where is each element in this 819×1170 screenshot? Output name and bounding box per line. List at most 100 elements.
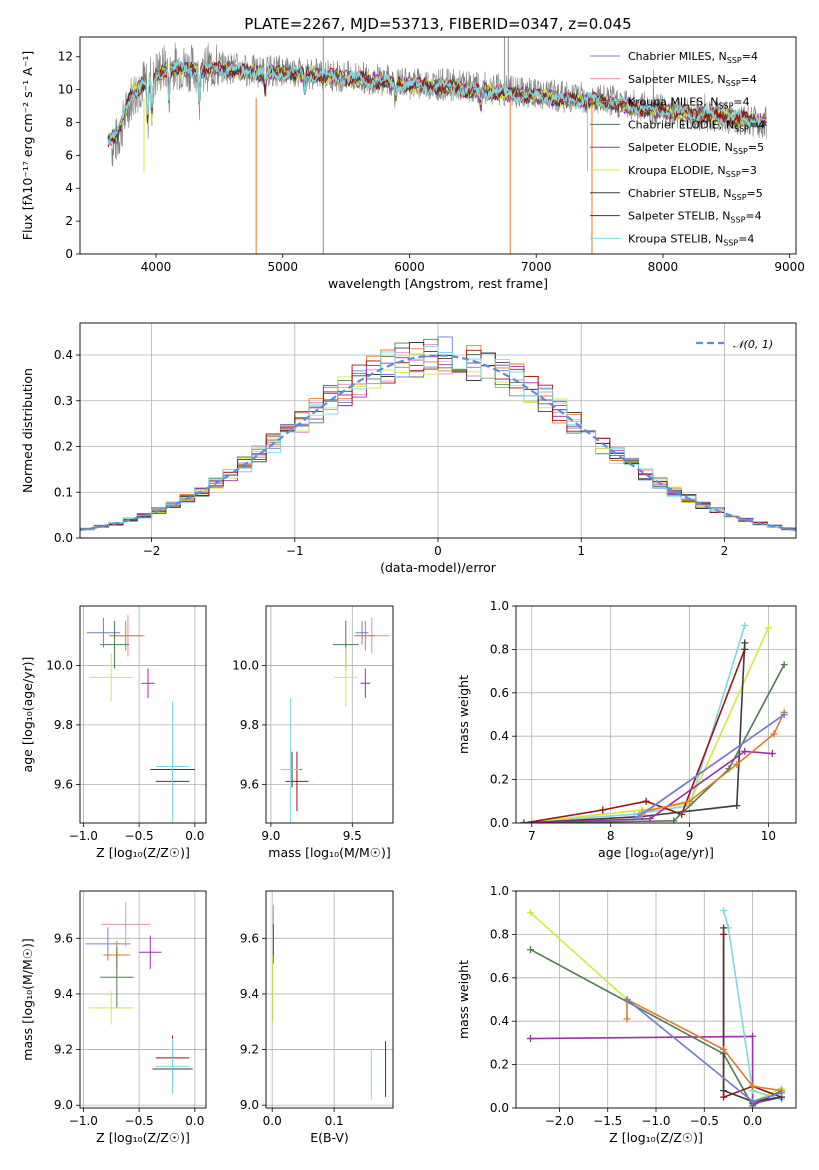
weight-series — [520, 645, 749, 823]
errorbar-point — [155, 1038, 190, 1095]
weight-marker — [741, 639, 749, 647]
y-tick-label: 9.6 — [240, 777, 259, 791]
x-tick-label: −1 — [286, 544, 304, 558]
plot-area-spectrum — [107, 37, 767, 254]
legend-entry: 𝒩(0, 1) — [733, 338, 773, 351]
weight-marker — [720, 1045, 728, 1053]
x-tick-label: 5000 — [267, 260, 298, 274]
weight-marker — [642, 797, 650, 805]
weight-marker — [720, 924, 728, 932]
x-axis-label: Z [log₁₀(Z/Z☉)] — [609, 1130, 703, 1145]
x-tick-label: −0.5 — [125, 829, 154, 843]
axes-age-vs-Z: −1.0 −0.5 0.0 9.6 9.8 10.0 Z [log₁₀(Z/Z☉)] age … — [20, 605, 207, 860]
legend-entry: Kroupa ELODIE, NSSP=3 — [628, 164, 757, 179]
x-tick-label: 2 — [721, 544, 729, 558]
x-tick-label: 6000 — [394, 260, 425, 274]
y-tick-label: 0.2 — [490, 1058, 509, 1072]
y-tick-label: 10 — [58, 83, 73, 97]
axes-frame — [515, 605, 797, 824]
y-tick-label: 9.6 — [54, 931, 73, 945]
plot-area-weight-vs-Z — [526, 907, 786, 1108]
weight-marker — [720, 1087, 728, 1095]
errorbar-point — [285, 751, 309, 812]
weight-marker — [720, 1093, 728, 1101]
weight-marker — [780, 661, 788, 669]
plot-area-age-vs-Z — [86, 614, 195, 823]
spectrum-title: PLATE=2267, MJD=53713, FIBERID=0347, z=0… — [244, 15, 631, 33]
axes-mass-vs-Z: −1.0 −0.5 0.0 9.0 9.2 9.4 9.6 Z [log₁₀(Z/Z☉)] ma… — [20, 890, 207, 1145]
weight-marker — [623, 996, 631, 1003]
x-tick-label: 0.1 — [325, 1114, 344, 1128]
x-axis-label: Z [log₁₀(Z/Z☉)] — [96, 1130, 190, 1145]
axes-weight-vs-Z: −2.0 −1.5 −1.0 −0.5 0.0 0.0 0.2 0.4 0.6 0.8 1.0 Z [… — [456, 884, 797, 1145]
weight-marker — [623, 1015, 631, 1023]
weight-marker — [720, 907, 728, 915]
weight-line — [637, 713, 785, 818]
y-axis-label: age [log₁₀(age/yr)] — [20, 657, 35, 773]
y-tick-label: 12 — [58, 50, 73, 64]
y-tick-label: 9.6 — [54, 777, 73, 791]
x-tick-label: 9 — [686, 829, 694, 843]
x-tick-label: 0.0 — [185, 829, 204, 843]
y-tick-label: 0.4 — [54, 348, 73, 362]
x-tick-label: 1 — [577, 544, 585, 558]
legend-entry: Chabrier ELODIE, NSSP=4 — [628, 118, 765, 133]
plot-area-weight-vs-age — [520, 622, 788, 823]
y-tick-label: 0.6 — [490, 686, 509, 700]
y-tick-label: 0.0 — [490, 1101, 509, 1115]
x-tick-label: 9000 — [774, 260, 805, 274]
weight-marker — [686, 797, 694, 805]
weight-series — [520, 747, 776, 823]
plot-area-age-vs-mass — [280, 617, 390, 823]
errorbar-point — [100, 946, 134, 1008]
weight-line — [523, 642, 746, 823]
weight-marker — [599, 806, 607, 814]
weight-marker — [741, 747, 749, 755]
x-tick-label: 0.0 — [743, 1114, 762, 1128]
y-tick-label: 6 — [65, 148, 73, 162]
weight-marker — [670, 817, 678, 823]
y-tick-label: 9.8 — [54, 718, 73, 732]
x-axis-label: wavelength [Angstrom, rest frame] — [328, 276, 548, 291]
weight-series — [623, 996, 786, 1105]
weight-marker — [749, 1032, 757, 1040]
legend-entry: Kroupa STELIB, NSSP=4 — [628, 232, 754, 247]
y-tick-label: 10.0 — [232, 658, 259, 672]
axes-age-vs-mass: 9.0 9.5 9.6 9.8 10.0 mass [log₁₀(M/M☉)] — [232, 605, 394, 860]
axes-residuals: −2 −1 0 1 2 0.0 0.1 0.2 0.3 0.4 (data-model)/error… — [20, 322, 797, 575]
legend-entry: Kroupa MILES, NSSP=4 — [628, 96, 750, 111]
x-tick-label: −0.5 — [125, 1114, 154, 1128]
weight-line — [530, 1035, 782, 1105]
y-tick-label: 4 — [65, 181, 73, 195]
x-axis-label: (data-model)/error — [380, 560, 497, 575]
residual-histogram — [80, 353, 796, 531]
legend-entry: Salpeter STELIB, NSSP=4 — [628, 210, 762, 225]
x-tick-label: −1.0 — [69, 829, 98, 843]
x-tick-label: 9.5 — [343, 829, 362, 843]
gaussian-curve — [80, 354, 796, 532]
errorbar-point — [88, 653, 134, 702]
y-tick-label: 9.6 — [240, 931, 259, 945]
x-tick-label: 8000 — [648, 260, 679, 274]
axes-frame — [79, 605, 207, 824]
y-tick-label: 0.8 — [490, 927, 509, 941]
x-tick-label: −0.5 — [690, 1114, 719, 1128]
y-tick-label: 9.2 — [54, 1043, 73, 1057]
weight-marker — [634, 812, 642, 820]
axes-spectrum: 4000 5000 6000 7000 8000 9000 0 2 4 6 8 10 12 wavelen… — [20, 15, 805, 291]
spectrum-legend: Chabrier MILES, NSSP=4 Salpeter MILES, NS… — [590, 50, 765, 247]
axes-frame — [515, 890, 797, 1109]
y-tick-label: 9.8 — [240, 718, 259, 732]
errorbar-point — [155, 701, 190, 823]
weight-marker — [770, 730, 778, 738]
y-axis-label: mass [log₁₀(M/M☉)] — [20, 938, 35, 1060]
x-tick-label: 7000 — [521, 260, 552, 274]
y-axis-label: Normed distribution — [20, 368, 35, 493]
errorbar-point — [88, 991, 134, 1025]
axes-frame — [79, 890, 207, 1109]
errorbar-point — [360, 668, 371, 699]
y-tick-label: 0.4 — [490, 1014, 509, 1028]
y-tick-label: 9.4 — [240, 987, 259, 1001]
weight-line — [722, 927, 782, 1103]
